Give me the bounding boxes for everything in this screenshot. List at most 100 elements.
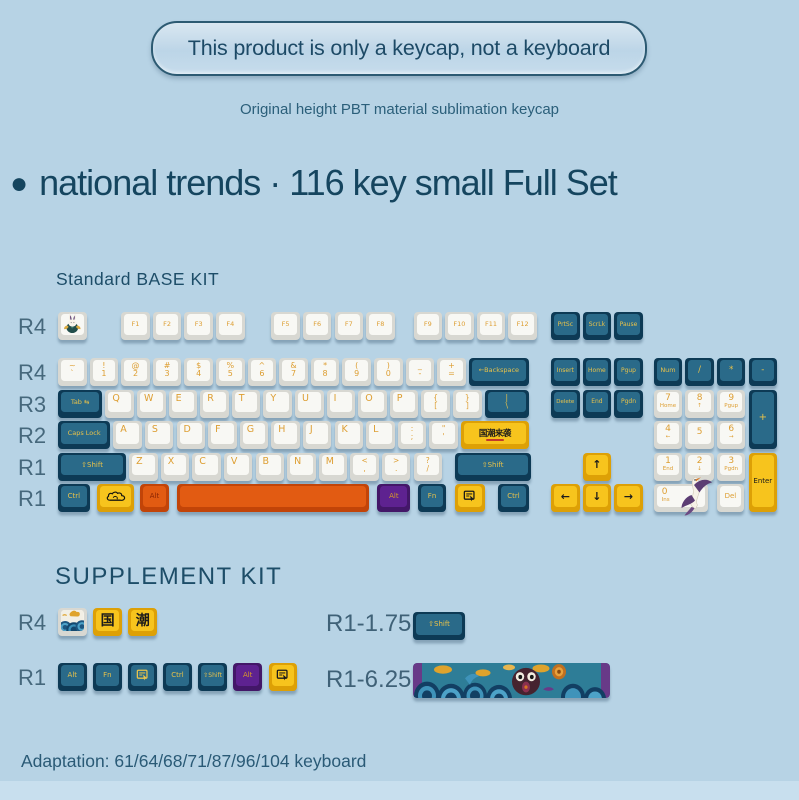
keycap: % 5 <box>216 358 245 386</box>
keycap: H <box>271 421 300 449</box>
keycap: Delete <box>551 389 580 418</box>
menu-keycap <box>268 663 298 691</box>
keycap: 9 Pgup <box>716 389 746 418</box>
bullet-icon: ● <box>10 167 28 200</box>
keycap: F4 <box>216 312 245 340</box>
keycap: - <box>748 358 778 386</box>
menu-icon <box>272 665 295 686</box>
base-kit-title: Standard BASE KIT <box>56 269 220 289</box>
keycap: PrtSc <box>551 312 580 340</box>
keycap: A <box>113 421 142 449</box>
keycap: @2 <box>121 358 150 386</box>
keycap: ? / <box>413 452 443 481</box>
page-title-text: national trends · 116 key small Full Set <box>39 162 618 203</box>
keycap: 4 ← <box>653 421 683 449</box>
keycap: * <box>716 358 746 386</box>
arrow-up-keycap: ↑ <box>582 452 612 481</box>
keycap: Ctrl <box>497 484 529 512</box>
numpad-plus-keycap: + <box>748 389 778 449</box>
keycap: ) 0 <box>374 358 403 386</box>
row-label: R2 <box>18 423 47 448</box>
keycap: F6 <box>302 312 332 340</box>
keycap: Num <box>653 358 683 386</box>
keycap: E <box>168 389 198 418</box>
keycap: * 8 <box>310 358 340 386</box>
keycap: {[ <box>421 389 450 418</box>
keycap: Z <box>129 452 158 481</box>
keycap: V <box>223 452 253 481</box>
keycap: Tab ⇆ <box>58 389 103 418</box>
keycap: 1 End <box>653 452 683 481</box>
red-seal-mark <box>485 438 504 441</box>
keycap: Home <box>582 358 612 386</box>
keycap: Del <box>716 484 744 512</box>
keycap: & 7 <box>279 358 308 386</box>
row-label: R4 <box>18 610 47 635</box>
bottom-strip <box>0 781 799 800</box>
crane-icon <box>674 474 714 518</box>
keycap: " ' <box>429 421 458 449</box>
keycap: F12 <box>508 312 537 340</box>
keycap: Pause <box>614 312 643 340</box>
keycap: P <box>389 389 419 418</box>
keycap: ScrLk <box>582 312 612 340</box>
keycap: F2 <box>152 312 182 340</box>
keycap: O <box>358 389 387 418</box>
keycap: >. <box>381 452 411 481</box>
keycap: 2 ↓ <box>685 452 714 481</box>
row-label: R1 <box>18 665 47 690</box>
subtitle: Original height PBT material sublimation… <box>239 101 560 118</box>
keycap: Alt <box>58 663 87 691</box>
keycap: Q <box>105 389 134 418</box>
arrow-left-keycap: ← <box>551 484 580 512</box>
row-label: R1 <box>18 486 47 511</box>
keycap: F5 <box>271 312 300 340</box>
keycap: F10 <box>445 312 474 340</box>
row-label: R4 <box>18 360 47 385</box>
keycap: ^ 6 <box>247 358 277 386</box>
keycap: :; <box>397 421 427 449</box>
space-icon <box>412 663 610 698</box>
numpad-zero-crane-keycap: 0 Ins <box>653 476 712 516</box>
keycap: F7 <box>334 312 364 340</box>
disclaimer-banner: This product is only a keycap, not a key… <box>151 21 647 76</box>
keycap: Fn <box>418 484 446 512</box>
keycap: / <box>685 358 714 386</box>
supplement-kit-title: SUPPLEMENT KIT <box>55 563 283 590</box>
row-label: R4 <box>18 314 47 339</box>
wave-icon <box>61 610 84 631</box>
keycap: 7 Home <box>653 389 683 418</box>
keycap: D <box>176 421 206 449</box>
keycap: X <box>160 452 190 481</box>
keycap: 6 → <box>716 421 746 449</box>
supplement-spacebar-art <box>412 663 610 698</box>
keycap: (9 <box>342 358 371 386</box>
guo-keycap: 国 <box>93 608 122 636</box>
keycap: L <box>366 421 395 449</box>
keycap: + = <box>437 358 466 386</box>
keycap: J <box>302 421 332 449</box>
banner-text: This product is only a keycap, not a key… <box>187 36 611 60</box>
keycap: F8 <box>366 312 395 340</box>
keycap: T <box>231 389 261 418</box>
keycap: _ - <box>405 358 435 386</box>
row-label: R3 <box>18 391 47 417</box>
keycap: <, <box>350 452 379 481</box>
keycap: U <box>295 389 324 418</box>
wave-art-keycap <box>58 608 87 636</box>
keycap: Alt <box>377 484 411 512</box>
arrow-down-keycap: ↓ <box>582 484 612 512</box>
numpad-enter-keycap: Enter <box>748 452 778 512</box>
keycap: Ctrl <box>58 484 90 512</box>
keycap: Pgdn <box>614 389 643 418</box>
menu-icon <box>458 486 482 507</box>
page-title: ● national trends · 116 key small Full Se… <box>8 162 788 204</box>
keycap: ⇧Shift <box>198 663 227 691</box>
shift-175-keycap: ⇧Shift <box>412 612 466 640</box>
menu-keycap <box>128 663 157 691</box>
keycap: ! 1 <box>89 358 119 386</box>
keycap: End <box>582 389 612 418</box>
keycap: ⇧Shift <box>58 452 127 481</box>
esc-art-keycap <box>58 312 87 340</box>
